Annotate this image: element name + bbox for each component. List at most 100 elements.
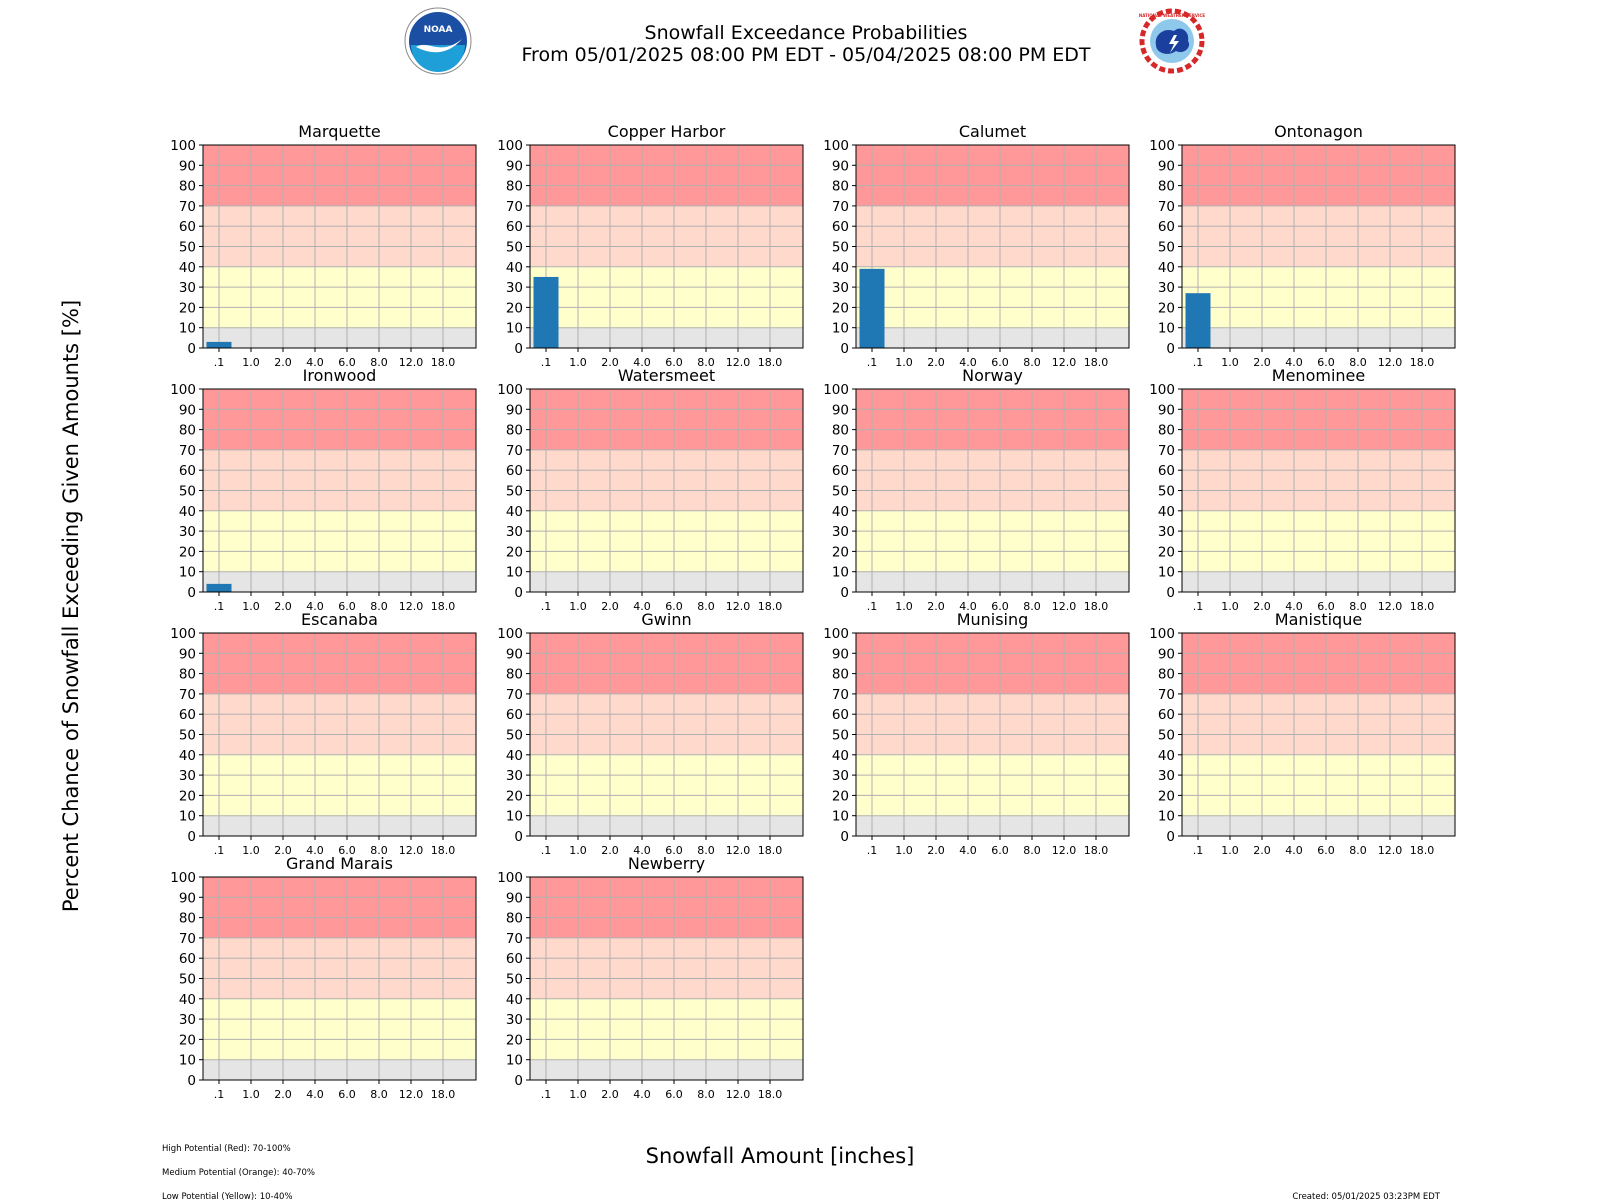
- y-tick-label: 20: [506, 788, 523, 804]
- potential-band: [203, 145, 476, 206]
- y-tick-label: 100: [1149, 138, 1175, 154]
- y-tick-label: 10: [1158, 565, 1175, 581]
- y-tick-label: 50: [1158, 240, 1175, 256]
- potential-band: [856, 449, 1129, 511]
- y-tick-label: 0: [1166, 829, 1175, 845]
- y-tick-label: 30: [179, 1012, 196, 1028]
- y-tick-label: 60: [1158, 707, 1175, 723]
- x-tick-label: 12.0: [726, 1088, 751, 1101]
- x-tick-label: 4.0: [306, 844, 324, 857]
- x-tick-label: 8.0: [370, 600, 388, 613]
- y-tick-label: 20: [506, 1032, 523, 1048]
- potential-band: [203, 754, 476, 816]
- y-tick-label: 60: [1158, 463, 1175, 479]
- potential-band: [856, 145, 1129, 206]
- x-tick-label: 12.0: [1052, 844, 1077, 857]
- x-tick-label: 4.0: [633, 600, 651, 613]
- y-tick-label: 60: [1158, 219, 1175, 235]
- y-tick-label: 100: [1149, 626, 1175, 642]
- y-tick-label: 80: [179, 179, 196, 195]
- potential-band: [856, 266, 1129, 328]
- y-tick-label: 90: [832, 646, 849, 662]
- y-tick-label: 10: [179, 809, 196, 825]
- y-tick-label: 90: [1158, 158, 1175, 174]
- x-tick-label: 1.0: [569, 844, 587, 857]
- x-tick-label: .1: [867, 600, 878, 613]
- potential-band: [1182, 815, 1455, 836]
- x-tick-label: 8.0: [370, 356, 388, 369]
- panel: 0 10 20 30 40 50 60 70 80 90 100 .1 1.0 2.0 4.0 6.0 8.0 1…: [1149, 610, 1456, 857]
- panel-title: Manistique: [1275, 610, 1362, 629]
- y-tick-label: 0: [514, 585, 523, 601]
- panel: 0 10 20 30 40 50 60 70 80 90 100 .1 1.0 2.0 4.0 6.0 8.0 1…: [823, 366, 1130, 613]
- y-tick-label: 50: [506, 484, 523, 500]
- x-tick-label: 4.0: [633, 844, 651, 857]
- panel-title: Ontonagon: [1274, 122, 1363, 141]
- x-tick-label: 8.0: [1023, 844, 1041, 857]
- y-tick-label: 90: [832, 158, 849, 174]
- panel-title: Gwinn: [641, 610, 691, 629]
- x-tick-label: 18.0: [1410, 844, 1435, 857]
- x-tick-label: 18.0: [758, 844, 783, 857]
- y-tick-label: 100: [170, 138, 196, 154]
- y-tick-label: 50: [1158, 484, 1175, 500]
- y-tick-label: 60: [179, 707, 196, 723]
- y-tick-label: 10: [179, 1053, 196, 1069]
- y-tick-label: 100: [1149, 382, 1175, 398]
- x-tick-label: .1: [541, 356, 552, 369]
- x-tick-label: 4.0: [1285, 356, 1303, 369]
- potential-band: [203, 266, 476, 328]
- y-tick-label: 80: [179, 667, 196, 683]
- y-tick-label: 0: [514, 1073, 523, 1089]
- y-tick-label: 100: [823, 626, 849, 642]
- potential-band: [856, 815, 1129, 836]
- x-tick-label: 12.0: [399, 600, 424, 613]
- x-tick-label: 6.0: [665, 356, 683, 369]
- y-tick-label: 60: [179, 219, 196, 235]
- potential-band: [203, 449, 476, 511]
- y-tick-label: 40: [179, 748, 196, 764]
- panel-title: Munising: [957, 610, 1029, 629]
- y-tick-label: 0: [1166, 585, 1175, 601]
- panel: 0 10 20 30 40 50 60 70 80 90 100 .1 1.0 2.0 4.0 6.0 8.0 1…: [497, 854, 804, 1101]
- potential-band: [1182, 205, 1455, 267]
- panel: 0 10 20 30 40 50 60 70 80 90 100 .1 1.0 2.0 4.0 6.0 8.0 1…: [1149, 366, 1456, 613]
- x-tick-label: 18.0: [431, 1088, 456, 1101]
- x-tick-label: 6.0: [1317, 600, 1335, 613]
- y-tick-label: 10: [1158, 321, 1175, 337]
- bar: [533, 276, 559, 348]
- panel-title: Grand Marais: [286, 854, 393, 873]
- y-tick-label: 50: [832, 484, 849, 500]
- y-tick-label: 70: [1158, 443, 1175, 459]
- y-tick-label: 40: [506, 260, 523, 276]
- x-tick-label: 18.0: [431, 356, 456, 369]
- x-tick-label: 1.0: [242, 844, 260, 857]
- y-tick-label: 30: [506, 280, 523, 296]
- y-tick-label: 20: [179, 544, 196, 560]
- panel: 0 10 20 30 40 50 60 70 80 90 100 .1 1.0 2.0 4.0 6.0 8.0 1…: [170, 854, 477, 1101]
- potential-band: [203, 998, 476, 1060]
- x-tick-label: 18.0: [758, 1088, 783, 1101]
- y-tick-label: 50: [506, 728, 523, 744]
- potential-band: [530, 815, 803, 836]
- y-tick-label: 10: [506, 321, 523, 337]
- x-tick-label: 8.0: [1349, 600, 1367, 613]
- panel-title: Ironwood: [303, 366, 377, 385]
- footnote-medium: Medium Potential (Orange): 40-70%: [162, 1168, 315, 1178]
- x-tick-label: 2.0: [601, 356, 619, 369]
- y-tick-label: 60: [179, 951, 196, 967]
- y-tick-label: 60: [506, 463, 523, 479]
- y-tick-label: 100: [497, 382, 523, 398]
- y-tick-label: 40: [832, 260, 849, 276]
- potential-band: [1182, 145, 1455, 206]
- x-tick-label: 2.0: [274, 1088, 292, 1101]
- y-tick-label: 10: [832, 321, 849, 337]
- y-tick-label: 80: [506, 423, 523, 439]
- panel: 0 10 20 30 40 50 60 70 80 90 100 .1 1.0 2.0 4.0 6.0 8.0 1…: [170, 610, 477, 857]
- x-tick-label: 1.0: [1221, 356, 1239, 369]
- x-tick-label: 1.0: [569, 356, 587, 369]
- y-tick-label: 30: [506, 1012, 523, 1028]
- y-tick-label: 20: [1158, 300, 1175, 316]
- x-tick-label: 12.0: [1378, 600, 1403, 613]
- y-tick-label: 0: [840, 585, 849, 601]
